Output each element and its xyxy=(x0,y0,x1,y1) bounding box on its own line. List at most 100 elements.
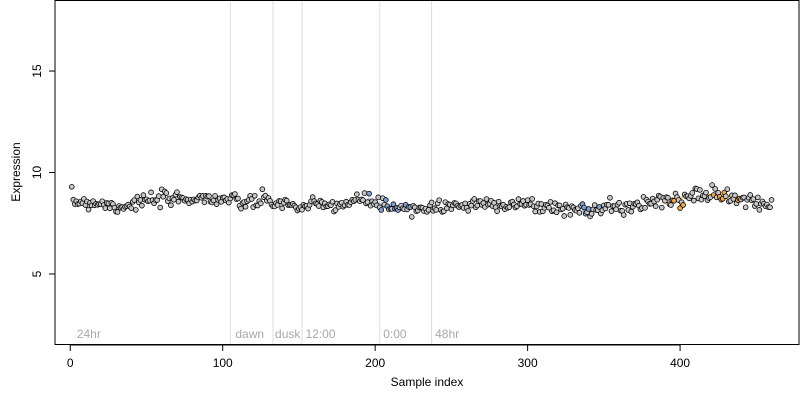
data-point xyxy=(755,194,761,201)
data-point xyxy=(581,204,587,211)
data-point xyxy=(160,193,167,200)
data-point xyxy=(750,196,757,202)
data-point xyxy=(366,190,372,197)
data-point xyxy=(232,191,238,197)
data-point xyxy=(576,209,583,216)
data-point xyxy=(515,196,522,202)
data-point xyxy=(553,209,560,216)
data-point xyxy=(585,206,592,212)
data-point xyxy=(767,204,773,211)
data-point xyxy=(361,190,368,196)
data-point xyxy=(375,194,382,201)
data-point xyxy=(723,193,729,200)
data-point xyxy=(155,193,162,199)
data-point xyxy=(703,189,709,196)
condition-label: 12:00 xyxy=(306,327,336,341)
data-point xyxy=(567,212,574,218)
data-point xyxy=(668,202,674,208)
data-point xyxy=(471,196,478,202)
data-point xyxy=(428,199,435,206)
y-tick-label: 5 xyxy=(30,270,44,277)
data-point xyxy=(756,207,763,213)
data-point xyxy=(608,208,615,214)
data-point xyxy=(131,197,138,203)
x-tick-label: 400 xyxy=(670,356,690,370)
data-point xyxy=(174,189,180,195)
data-point xyxy=(133,207,139,213)
data-point xyxy=(171,196,177,203)
plot-frame xyxy=(54,0,800,345)
data-point xyxy=(68,183,75,190)
data-point xyxy=(591,202,598,208)
data-point xyxy=(329,198,336,205)
data-point xyxy=(732,192,738,199)
x-tick-label: 300 xyxy=(518,356,538,370)
condition-label: 48hr xyxy=(435,327,459,341)
data-point xyxy=(206,193,212,199)
data-point xyxy=(242,203,249,210)
x-tick-label: 200 xyxy=(365,356,385,370)
data-point xyxy=(605,202,612,208)
data-point xyxy=(279,205,285,212)
data-point xyxy=(652,203,659,209)
data-point xyxy=(483,196,490,202)
data-point xyxy=(529,196,535,202)
condition-lines xyxy=(229,1,433,344)
data-point xyxy=(128,205,135,211)
data-point xyxy=(494,208,500,214)
data-point xyxy=(134,193,141,200)
data-point xyxy=(383,197,389,203)
data-point xyxy=(613,206,619,212)
x-tick-label: 0 xyxy=(67,356,74,370)
data-point xyxy=(691,197,697,204)
data-point xyxy=(107,205,113,212)
data-point xyxy=(235,195,241,202)
x-axis: 0 100 200 300 400 xyxy=(67,344,690,370)
data-point xyxy=(561,213,568,219)
data-point xyxy=(238,205,244,212)
data-point xyxy=(628,208,635,215)
condition-labels: 24hr dawn dusk 12:00 0:00 48hr xyxy=(77,327,459,341)
condition-label: dawn xyxy=(235,327,264,341)
data-point xyxy=(139,202,145,209)
data-point xyxy=(724,186,731,192)
data-point xyxy=(140,192,147,198)
data-point xyxy=(163,190,170,196)
data-point xyxy=(212,193,218,199)
data-point xyxy=(465,208,471,214)
y-axis-label: Expression xyxy=(9,142,23,201)
data-point xyxy=(747,192,754,198)
data-point xyxy=(168,202,174,209)
data-point xyxy=(616,199,622,206)
data-point xyxy=(709,182,715,188)
data-point xyxy=(299,206,305,213)
data-point xyxy=(753,201,760,207)
data-point xyxy=(360,197,366,203)
data-point xyxy=(607,194,613,201)
data-point xyxy=(559,205,566,212)
data-point xyxy=(524,197,531,203)
condition-label: 0:00 xyxy=(383,327,407,341)
y-tick-label: 10 xyxy=(30,166,44,180)
data-point xyxy=(175,198,182,205)
x-tick-label: 100 xyxy=(213,356,233,370)
condition-label: dusk xyxy=(275,327,301,341)
data-point xyxy=(283,197,290,204)
y-axis: 5 10 15 xyxy=(30,64,56,277)
data-point xyxy=(436,197,442,203)
data-point xyxy=(251,192,258,199)
data-point xyxy=(157,204,163,211)
data-point xyxy=(148,189,154,196)
data-point xyxy=(546,204,552,211)
data-point xyxy=(532,208,539,215)
data-point xyxy=(201,199,208,206)
data-points xyxy=(68,182,775,220)
data-point xyxy=(468,202,475,209)
data-point xyxy=(742,204,749,211)
data-point xyxy=(680,202,686,208)
data-point xyxy=(697,187,703,193)
data-point xyxy=(378,207,385,213)
data-point xyxy=(137,197,144,203)
